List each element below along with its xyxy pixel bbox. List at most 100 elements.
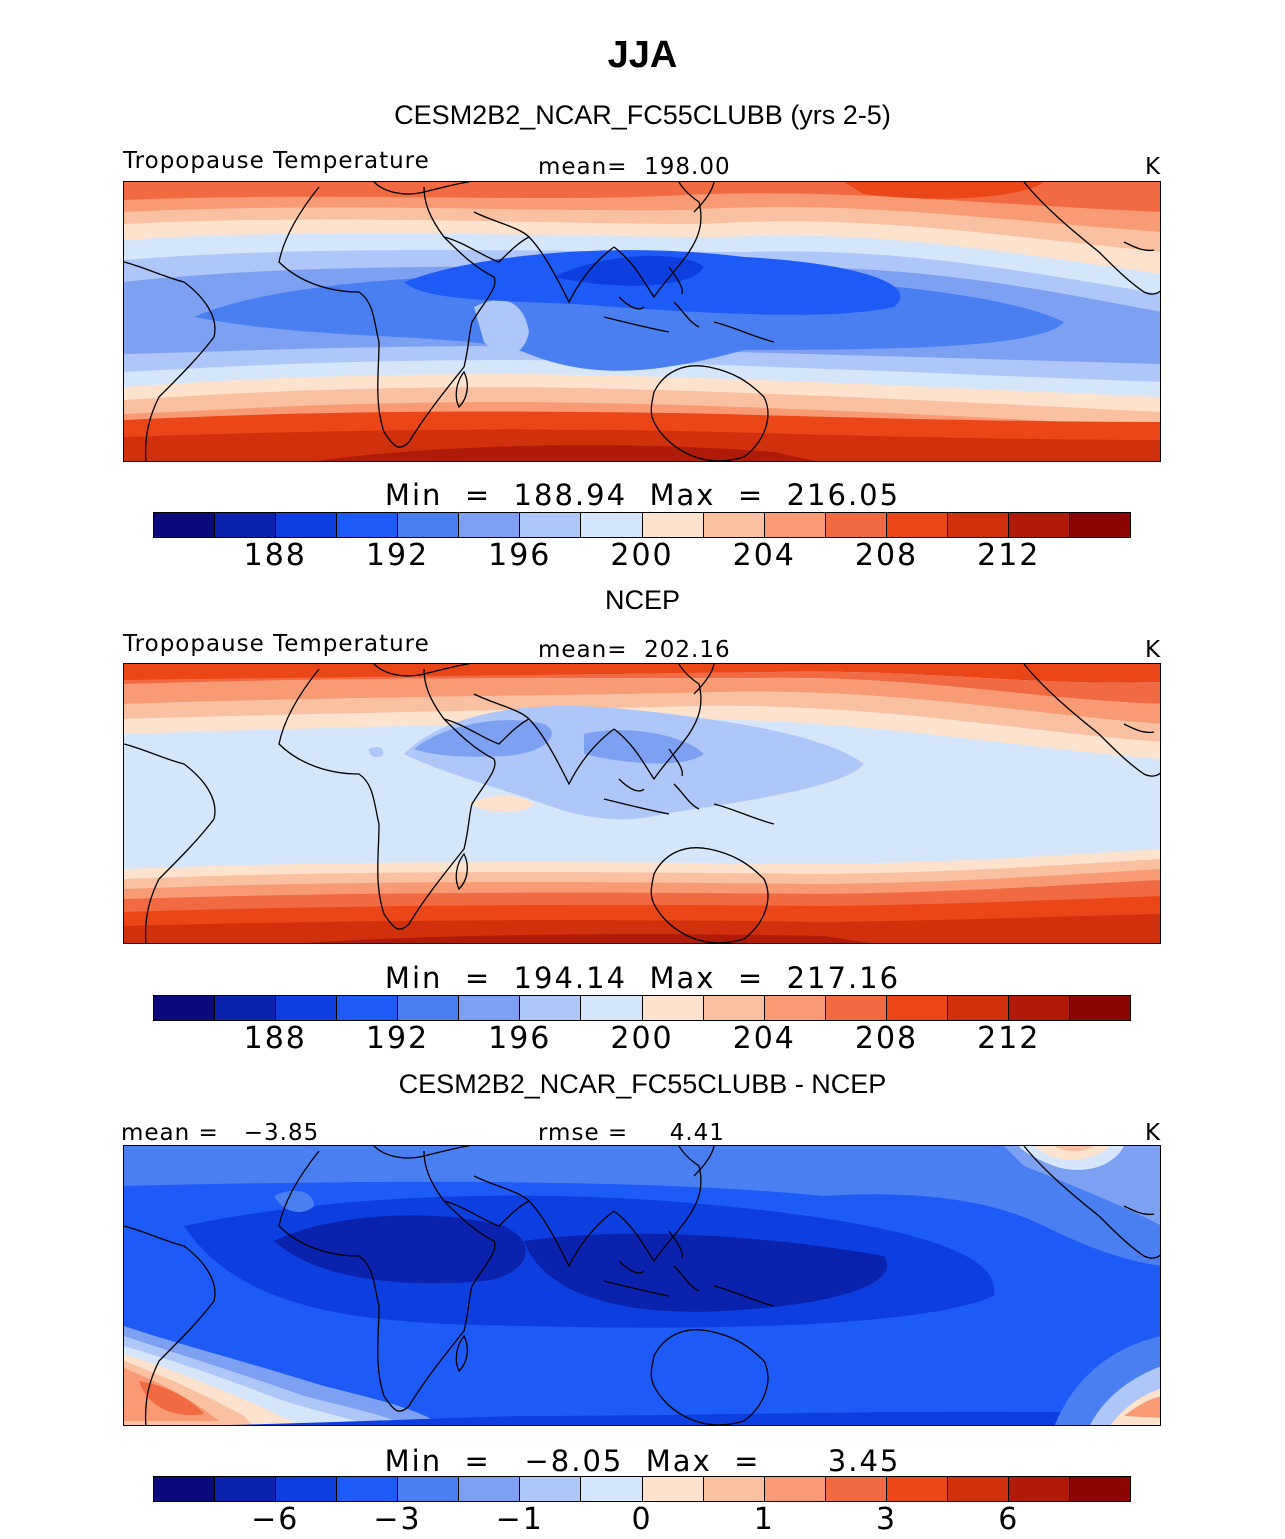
- colorbar-box: [215, 996, 277, 1020]
- panel-1-stats: Min = 188.94 Max = 216.05: [384, 478, 901, 512]
- panel-2-variable-label: Tropopause Temperature: [123, 631, 430, 657]
- colorbar-tick-label: −6: [251, 1502, 300, 1537]
- colorbar-tick-label: 1: [753, 1502, 775, 1537]
- colorbar-box: [154, 996, 216, 1020]
- colorbar-box: [276, 1477, 338, 1501]
- panel-1-units: K: [1145, 154, 1162, 180]
- panel-2-units: K: [1145, 637, 1162, 663]
- panel-3-colorbar: [153, 1476, 1131, 1502]
- contour-band: [139, 1381, 204, 1416]
- colorbar-tick-label: 196: [488, 538, 552, 573]
- north-america-coast: [1023, 182, 1160, 295]
- colorbar-box: [337, 1477, 399, 1501]
- contour-band: [274, 1215, 526, 1284]
- indonesia-island: [603, 1280, 670, 1297]
- colorbar-box: [581, 513, 643, 537]
- europe-coast: [373, 664, 470, 677]
- indonesia-island: [618, 296, 645, 310]
- contour-band: [124, 691, 1160, 742]
- colorbar-box: [398, 996, 460, 1020]
- contour-band: [1124, 1396, 1160, 1418]
- colorbar-tick-label: 200: [610, 1021, 674, 1056]
- colorbar-tick-label: 192: [365, 1021, 430, 1056]
- colorbar-box: [947, 996, 1009, 1020]
- contour-band: [317, 445, 815, 461]
- colorbar-tick-label: 188: [243, 1021, 307, 1056]
- philippines: [668, 266, 683, 295]
- panel-3-mean-label: mean = −3.85: [121, 1120, 320, 1146]
- europe-coast: [373, 182, 470, 195]
- europe-coast: [373, 1146, 470, 1159]
- indonesia-island: [673, 1265, 700, 1292]
- colorbar-box: [459, 1477, 521, 1501]
- south-america-coast: [124, 261, 216, 461]
- seasia-coast: [613, 664, 702, 781]
- contour-band: [469, 795, 534, 813]
- contour-band: [474, 300, 529, 355]
- caribbean: [1123, 241, 1155, 252]
- india-coast: [528, 236, 615, 304]
- coastlines: [124, 182, 1160, 461]
- new-guinea: [713, 321, 775, 343]
- colorbar-tick-label: 188: [243, 538, 307, 573]
- panel-1-variable-label: Tropopause Temperature: [123, 148, 430, 174]
- colorbar-tick-label: 200: [610, 538, 674, 573]
- coastlines: [124, 1146, 1160, 1425]
- madagascar: [455, 1334, 468, 1373]
- contour-band: [369, 746, 384, 758]
- colorbar-tick-label: 208: [854, 1021, 919, 1056]
- australia-coast: [650, 1329, 769, 1425]
- japan: [693, 664, 715, 695]
- colorbar-tick-label: −3: [373, 1502, 422, 1537]
- contour-band: [414, 720, 552, 757]
- indonesia-island: [673, 301, 700, 328]
- colorbar-box: [337, 513, 399, 537]
- colorbar-box: [825, 996, 887, 1020]
- colorbar-box: [886, 996, 948, 1020]
- contour-band: [124, 1146, 1160, 1266]
- colorbar-box: [1069, 1477, 1130, 1501]
- colorbar-box: [276, 996, 338, 1020]
- colorbar-box: [703, 513, 765, 537]
- colorbar-tick-label: 212: [977, 538, 1041, 573]
- colorbar-tick-label: 196: [488, 1021, 552, 1056]
- colorbar-box: [398, 1477, 460, 1501]
- colorbar-box: [703, 996, 765, 1020]
- new-guinea: [713, 1285, 775, 1307]
- contour-band: [124, 429, 1160, 461]
- africa-coast: [278, 186, 496, 448]
- india-coast: [528, 1200, 615, 1268]
- indonesia-island: [618, 1260, 645, 1274]
- japan: [693, 1146, 715, 1177]
- colorbar-box: [1008, 1477, 1070, 1501]
- colorbar-box: [215, 513, 277, 537]
- south-america-coast: [124, 1225, 216, 1425]
- colorbar-box: [581, 1477, 643, 1501]
- coastlines: [124, 664, 1160, 943]
- colorbar-tick-label: 192: [365, 538, 430, 573]
- japan: [693, 182, 715, 213]
- colorbar-box: [764, 1477, 826, 1501]
- colorbar-box: [1008, 513, 1070, 537]
- colorbar-tick-label: −1: [495, 1502, 544, 1537]
- contour-band: [228, 1411, 1160, 1425]
- colorbar-box: [398, 513, 460, 537]
- panel-1-title: CESM2B2_NCAR_FC55CLUBB (yrs 2-5): [394, 100, 891, 130]
- colorbar-box: [520, 996, 582, 1020]
- colorbar-box: [154, 1477, 216, 1501]
- indonesia-island: [673, 783, 700, 810]
- colorbar-tick-label: 204: [732, 1021, 796, 1056]
- colorbar-box: [520, 1477, 582, 1501]
- colorbar-tick-label: 6: [998, 1502, 1020, 1537]
- colorbar-box: [642, 1477, 704, 1501]
- colorbar-box: [947, 513, 1009, 537]
- colorbar-box: [764, 513, 826, 537]
- panel-2-stats: Min = 194.14 Max = 217.16: [384, 961, 901, 995]
- contour-band: [124, 664, 1160, 684]
- panel-3-units: K: [1145, 1120, 1162, 1146]
- madagascar: [455, 852, 468, 891]
- panel-2-colorbar: [153, 995, 1131, 1021]
- indonesia-island: [603, 316, 670, 333]
- philippines: [668, 748, 683, 777]
- contour-band: [1034, 1146, 1109, 1160]
